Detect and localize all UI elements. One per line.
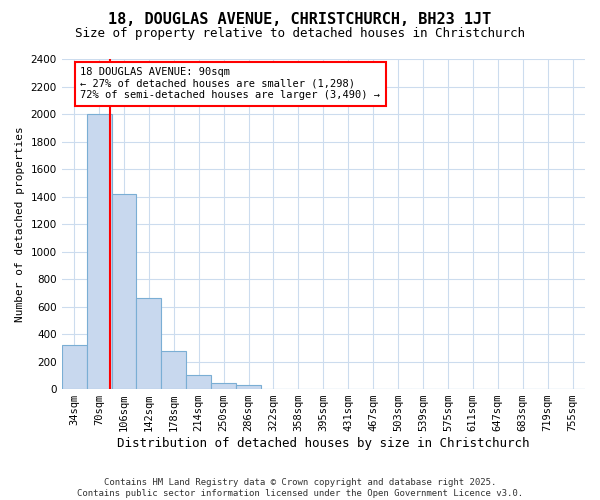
Bar bbox=[136, 298, 161, 389]
X-axis label: Distribution of detached houses by size in Christchurch: Distribution of detached houses by size … bbox=[117, 437, 530, 450]
Bar bbox=[86, 114, 112, 389]
Text: Contains HM Land Registry data © Crown copyright and database right 2025.
Contai: Contains HM Land Registry data © Crown c… bbox=[77, 478, 523, 498]
Y-axis label: Number of detached properties: Number of detached properties bbox=[15, 126, 25, 322]
Bar bbox=[161, 350, 186, 389]
Bar bbox=[236, 385, 261, 389]
Bar bbox=[112, 194, 136, 389]
Text: Size of property relative to detached houses in Christchurch: Size of property relative to detached ho… bbox=[75, 28, 525, 40]
Text: 18, DOUGLAS AVENUE, CHRISTCHURCH, BH23 1JT: 18, DOUGLAS AVENUE, CHRISTCHURCH, BH23 1… bbox=[109, 12, 491, 28]
Bar bbox=[211, 383, 236, 389]
Text: 18 DOUGLAS AVENUE: 90sqm
← 27% of detached houses are smaller (1,298)
72% of sem: 18 DOUGLAS AVENUE: 90sqm ← 27% of detach… bbox=[80, 68, 380, 100]
Bar bbox=[186, 376, 211, 389]
Bar bbox=[62, 345, 86, 389]
